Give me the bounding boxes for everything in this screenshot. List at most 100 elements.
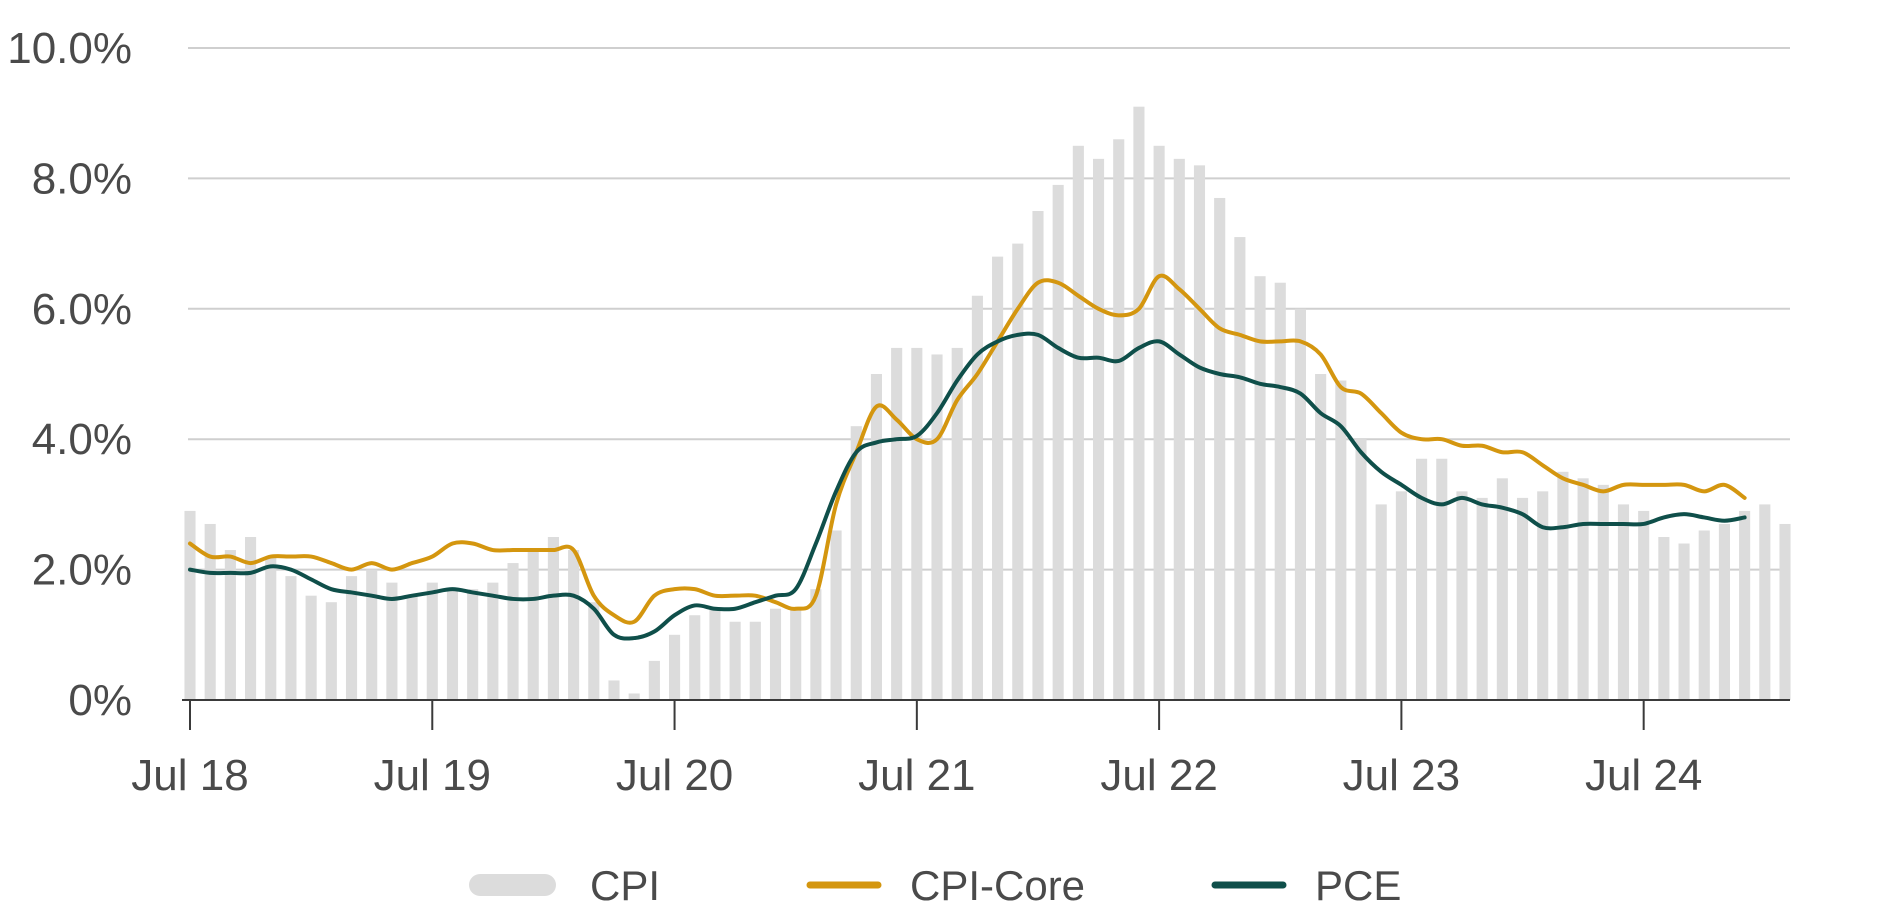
- cpi-bar: [1557, 471, 1569, 700]
- gridlines: [188, 47, 1790, 571]
- cpi-bar: [729, 621, 741, 700]
- cpi-bar: [709, 608, 721, 700]
- cpi-bar: [891, 347, 903, 700]
- cpi-bar: [1577, 478, 1589, 700]
- cpi-bar: [1456, 491, 1468, 700]
- cpi-bar: [245, 537, 257, 700]
- cpi-bar: [1496, 478, 1508, 700]
- cpi-core-line: [188, 273, 1747, 625]
- cpi-bar: [204, 523, 216, 700]
- cpi-bar: [1759, 504, 1771, 700]
- cpi-bar: [992, 256, 1004, 700]
- cpi-bar: [467, 589, 479, 700]
- cpi-bar: [931, 354, 943, 700]
- x-tick-label: Jul 18: [131, 751, 248, 800]
- y-tick-label: 10.0%: [7, 24, 132, 73]
- cpi-bar: [446, 589, 459, 700]
- x-tick-label: Jul 21: [858, 751, 975, 800]
- cpi-bar: [749, 621, 761, 700]
- legend-label-cpi: CPI: [590, 862, 660, 909]
- cpi-bar: [1072, 145, 1084, 701]
- cpi-bar: [628, 693, 640, 700]
- cpi-bar: [487, 582, 499, 700]
- cpi-bar: [1234, 237, 1246, 700]
- cpi-bar: [1173, 158, 1185, 701]
- y-tick-label: 2.0%: [32, 546, 132, 595]
- cpi-bars: [184, 106, 1791, 701]
- cpi-bar: [568, 550, 580, 700]
- cpi-bar: [366, 569, 378, 700]
- cpi-bar: [527, 550, 539, 700]
- cpi-bar: [285, 576, 297, 700]
- cpi-bar: [1032, 211, 1044, 700]
- cpi-bar: [1315, 374, 1327, 700]
- cpi-bar: [1375, 504, 1387, 700]
- cpi-bar: [1739, 510, 1751, 700]
- x-tick-label: Jul 20: [616, 751, 733, 800]
- cpi-bar: [345, 576, 358, 700]
- y-tick-label: 0%: [68, 676, 132, 725]
- cpi-bar: [810, 589, 822, 700]
- cpi-bar: [1335, 380, 1347, 700]
- cpi-bar: [850, 426, 862, 700]
- cpi-bar: [1658, 537, 1670, 700]
- cpi-bar: [689, 615, 701, 700]
- cpi-bar: [769, 608, 782, 700]
- cpi-bar: [1537, 491, 1549, 700]
- cpi-bar: [1193, 165, 1206, 701]
- cpi-bar: [1718, 523, 1730, 700]
- cpi-bar: [224, 550, 236, 700]
- cpi-bar: [971, 295, 983, 700]
- cpi-bar: [426, 582, 438, 700]
- cpi-bar: [265, 556, 277, 700]
- cpi-bar: [184, 510, 196, 700]
- cpi-bar: [648, 660, 660, 700]
- cpi-bar: [1355, 439, 1367, 700]
- legend: CPI CPI-Core PCE: [469, 862, 1401, 909]
- cpi-bar: [1617, 504, 1630, 700]
- cpi-bar: [1294, 308, 1306, 700]
- x-tick-label: Jul 22: [1100, 751, 1217, 800]
- cpi-bar: [406, 595, 418, 700]
- cpi-bar: [1274, 282, 1286, 700]
- cpi-bar: [790, 608, 802, 700]
- cpi-bar: [608, 680, 620, 700]
- cpi-bar: [1597, 484, 1609, 700]
- cpi-bar: [1133, 106, 1145, 701]
- cpi-bar: [1113, 139, 1125, 700]
- cpi-bar: [1416, 458, 1428, 700]
- pce-line: [188, 331, 1747, 641]
- legend-label-pce: PCE: [1315, 862, 1401, 909]
- cpi-bar: [325, 602, 337, 700]
- axes: 0% 2.0% 4.0% 6.0% 8.0% 10.0% Jul 18 Jul 19 Jul 2…: [7, 24, 1790, 800]
- cpi-bar: [1779, 523, 1791, 700]
- cpi-bar: [669, 634, 681, 700]
- cpi-bar: [1012, 243, 1024, 700]
- y-tick-label: 6.0%: [32, 285, 132, 334]
- x-tick-label: Jul 23: [1343, 751, 1460, 800]
- cpi-bar: [1436, 458, 1448, 700]
- x-tick-label: Jul 24: [1585, 751, 1702, 800]
- x-tick-label: Jul 19: [374, 751, 491, 800]
- cpi-bar: [588, 602, 600, 700]
- series-lines: [188, 273, 1747, 641]
- cpi-bar: [305, 595, 317, 700]
- cpi-bar: [1214, 197, 1226, 700]
- cpi-bar: [830, 530, 842, 700]
- cpi-bar: [1092, 158, 1105, 701]
- cpi-bar: [1476, 497, 1488, 700]
- cpi-bar: [1254, 276, 1266, 700]
- cpi-bar: [911, 347, 923, 700]
- cpi-bar: [870, 374, 883, 700]
- y-tick-label: 8.0%: [32, 154, 132, 203]
- cpi-bar: [547, 537, 559, 700]
- cpi-bar: [951, 347, 963, 700]
- cpi-bar: [1698, 530, 1710, 700]
- cpi-bar: [1638, 510, 1650, 700]
- cpi-bar: [386, 582, 398, 700]
- cpi-bar: [1678, 543, 1690, 700]
- cpi-bar: [1153, 145, 1165, 701]
- cpi-bar: [507, 563, 519, 700]
- cpi-bar: [1052, 184, 1064, 701]
